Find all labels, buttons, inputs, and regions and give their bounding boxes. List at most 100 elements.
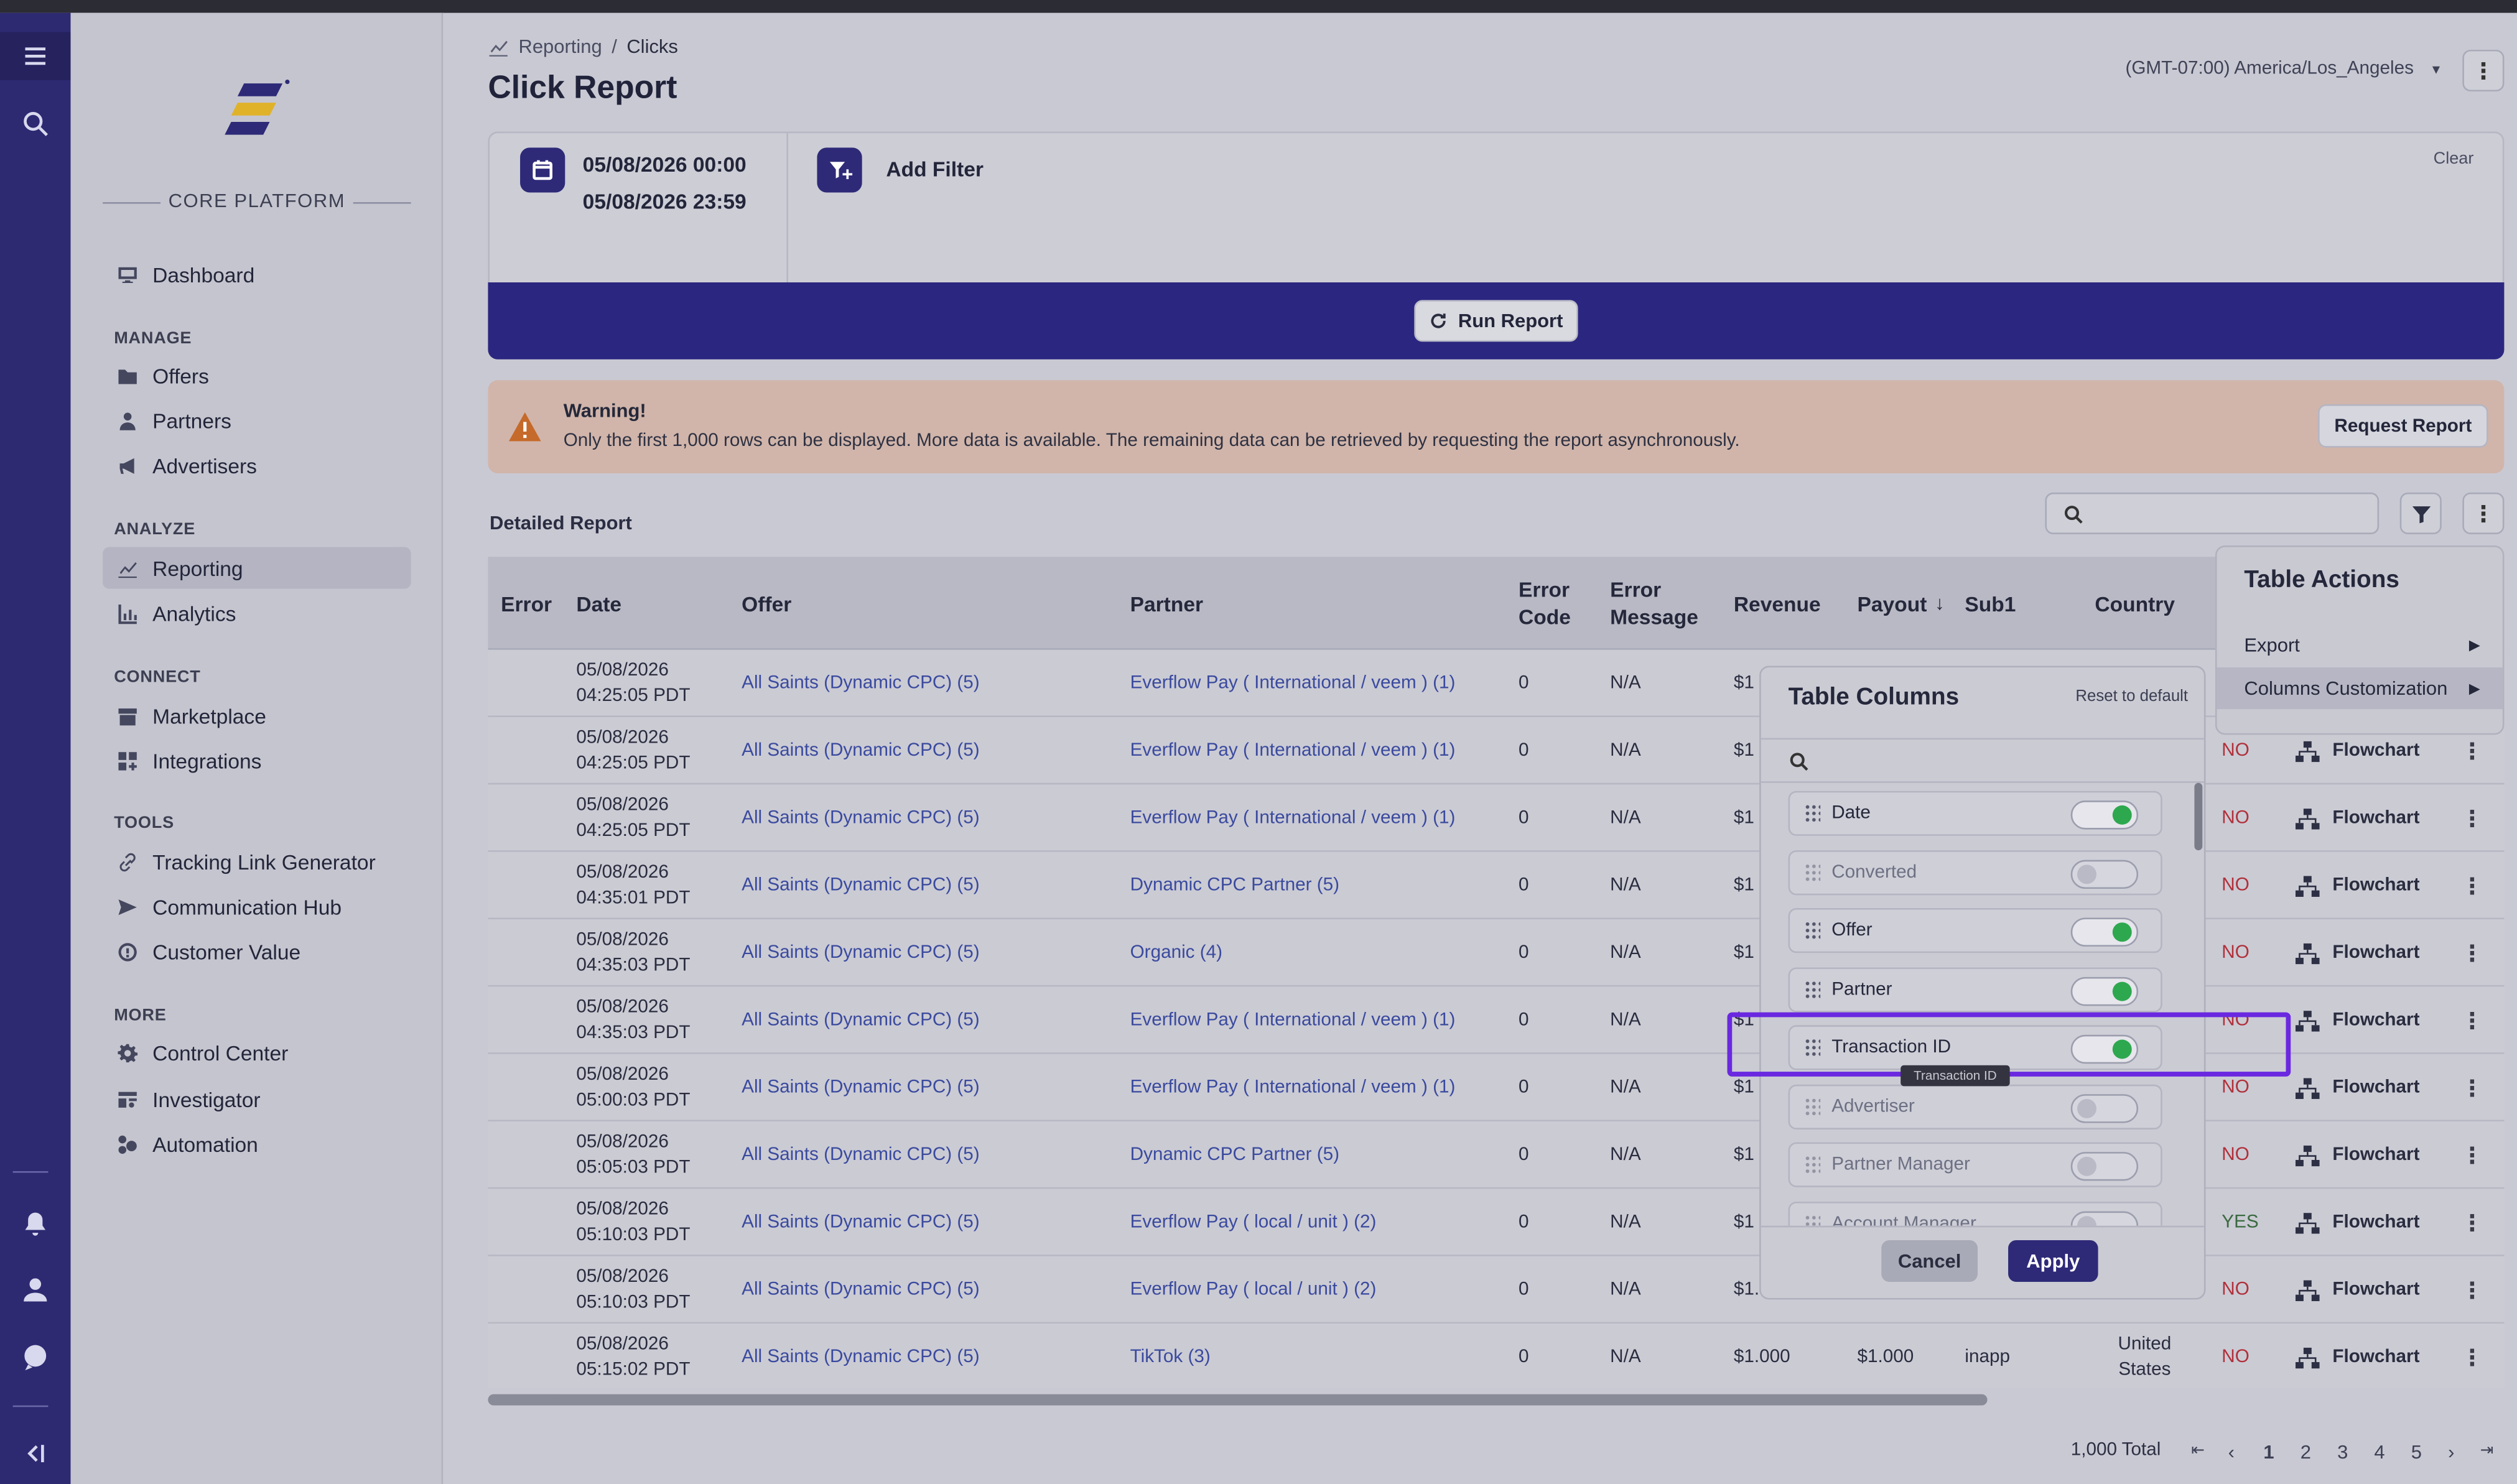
row-more-button[interactable]: ⋮ bbox=[2460, 1209, 2483, 1235]
column-header-offer[interactable]: Offer bbox=[742, 591, 792, 616]
flowchart-link[interactable]: Flowchart bbox=[2295, 784, 2419, 851]
column-visibility-toggle[interactable] bbox=[2070, 1152, 2139, 1181]
table-filter-button[interactable] bbox=[2399, 492, 2442, 534]
column-toggle-item[interactable]: Advertiser bbox=[1788, 1083, 2162, 1129]
column-visibility-toggle[interactable] bbox=[2070, 859, 2139, 888]
cell-offer[interactable]: All Saints (Dynamic CPC) (5) bbox=[742, 875, 980, 895]
sidebar-item-investigator[interactable]: Investigator bbox=[103, 1078, 411, 1120]
cell-offer[interactable]: All Saints (Dynamic CPC) (5) bbox=[742, 1145, 980, 1165]
cell-partner[interactable]: Everflow Pay ( International / veem ) (1… bbox=[1130, 1077, 1456, 1097]
drag-handle-icon[interactable] bbox=[1804, 1155, 1821, 1175]
flowchart-link[interactable]: Flowchart bbox=[2295, 717, 2419, 784]
column-header-payout[interactable]: Payout ↓ bbox=[1858, 557, 1945, 650]
cell-offer[interactable]: All Saints (Dynamic CPC) (5) bbox=[742, 808, 980, 828]
reset-to-default-link[interactable]: Reset to default bbox=[2075, 688, 2189, 706]
help-icon[interactable] bbox=[0, 1333, 71, 1381]
sidebar-item-reporting[interactable]: Reporting bbox=[103, 547, 411, 589]
flowchart-link[interactable]: Flowchart bbox=[2295, 1256, 2419, 1324]
drag-handle-icon[interactable] bbox=[1804, 921, 1821, 940]
cell-partner[interactable]: Everflow Pay ( local / unit ) (2) bbox=[1130, 1212, 1377, 1232]
page-4[interactable]: 4 bbox=[2374, 1440, 2385, 1463]
sidebar-item-dashboard[interactable]: Dashboard bbox=[103, 254, 411, 295]
cell-partner[interactable]: Dynamic CPC Partner (5) bbox=[1130, 1145, 1340, 1165]
sidebar-item-communication-hub[interactable]: Communication Hub bbox=[103, 886, 411, 927]
flowchart-link[interactable]: Flowchart bbox=[2295, 1324, 2419, 1388]
apply-button[interactable]: Apply bbox=[2008, 1240, 2098, 1282]
user-icon[interactable] bbox=[0, 1266, 71, 1314]
cell-offer[interactable]: All Saints (Dynamic CPC) (5) bbox=[742, 943, 980, 963]
flowchart-link[interactable]: Flowchart bbox=[2295, 1054, 2419, 1121]
cell-offer[interactable]: All Saints (Dynamic CPC) (5) bbox=[742, 673, 980, 693]
cell-offer[interactable]: All Saints (Dynamic CPC) (5) bbox=[742, 1212, 980, 1232]
column-header-sub1[interactable]: Sub1 bbox=[1965, 591, 2016, 616]
page-1[interactable]: 1 bbox=[2263, 1440, 2274, 1463]
add-filter-button[interactable]: Add Filter bbox=[886, 157, 984, 182]
sidebar-item-tracking-link-generator[interactable]: Tracking Link Generator bbox=[103, 841, 411, 883]
sidebar-item-offers[interactable]: Offers bbox=[103, 355, 411, 396]
cell-partner[interactable]: Everflow Pay ( local / unit ) (2) bbox=[1130, 1279, 1377, 1299]
drag-handle-icon[interactable] bbox=[1804, 1097, 1821, 1116]
cell-offer[interactable]: All Saints (Dynamic CPC) (5) bbox=[742, 1077, 980, 1097]
column-search-input[interactable] bbox=[1761, 738, 2204, 783]
add-filter-icon[interactable] bbox=[817, 147, 862, 193]
row-more-button[interactable]: ⋮ bbox=[2460, 939, 2483, 966]
timezone-select[interactable]: (GMT-07:00) America/Los_Angeles ▼ bbox=[2125, 59, 2442, 78]
table-search-input[interactable] bbox=[2045, 492, 2380, 534]
cell-partner[interactable]: Dynamic CPC Partner (5) bbox=[1130, 875, 1340, 895]
cell-offer[interactable]: All Saints (Dynamic CPC) (5) bbox=[742, 1347, 980, 1367]
last-page-icon[interactable]: ⇥ bbox=[2480, 1442, 2494, 1460]
cell-partner[interactable]: Organic (4) bbox=[1130, 943, 1223, 963]
table-actions-button[interactable]: ⋮ bbox=[2462, 492, 2505, 534]
drag-handle-icon[interactable] bbox=[1804, 804, 1821, 823]
breadcrumb-reporting[interactable]: Reporting bbox=[518, 35, 602, 58]
menu-item-columns-customization[interactable]: Columns Customization ▶ bbox=[2217, 667, 2503, 710]
column-header-date[interactable]: Date bbox=[576, 591, 622, 616]
column-toggle-item[interactable]: Offer bbox=[1788, 907, 2162, 953]
flowchart-link[interactable]: Flowchart bbox=[2295, 852, 2419, 919]
column-header-error-code[interactable]: Error Code bbox=[1519, 557, 1571, 650]
sidebar-item-customer-value[interactable]: Customer Value bbox=[103, 930, 411, 972]
row-more-button[interactable]: ⋮ bbox=[2460, 1074, 2483, 1100]
row-more-button[interactable]: ⋮ bbox=[2460, 1343, 2483, 1370]
column-visibility-toggle[interactable] bbox=[2070, 800, 2139, 830]
row-more-button[interactable]: ⋮ bbox=[2460, 805, 2483, 831]
column-toggle-item[interactable]: Date bbox=[1788, 791, 2162, 836]
column-visibility-toggle[interactable] bbox=[2070, 1093, 2139, 1123]
flowchart-link[interactable]: Flowchart bbox=[2295, 986, 2419, 1054]
row-more-button[interactable]: ⋮ bbox=[2460, 1141, 2483, 1168]
column-toggle-item[interactable]: Transaction ID bbox=[1788, 1025, 2162, 1070]
prev-page-icon[interactable]: ‹ bbox=[2228, 1440, 2235, 1463]
date-range-picker[interactable]: 05/08/2026 00:00 05/08/2026 23:59 bbox=[490, 133, 788, 287]
drag-handle-icon[interactable] bbox=[1804, 1037, 1821, 1057]
flowchart-link[interactable]: Flowchart bbox=[2295, 1189, 2419, 1256]
cancel-button[interactable]: Cancel bbox=[1881, 1240, 1978, 1282]
column-visibility-toggle[interactable] bbox=[2070, 1034, 2139, 1064]
row-more-button[interactable]: ⋮ bbox=[2460, 1276, 2483, 1302]
horizontal-scrollbar[interactable] bbox=[488, 1394, 1988, 1406]
row-more-button[interactable]: ⋮ bbox=[2460, 737, 2483, 764]
page-3[interactable]: 3 bbox=[2337, 1440, 2348, 1463]
calendar-icon[interactable] bbox=[520, 147, 565, 193]
page-more-button[interactable]: ⋮ bbox=[2462, 49, 2505, 92]
column-toggle-item[interactable]: Converted bbox=[1788, 849, 2162, 895]
cell-offer[interactable]: All Saints (Dynamic CPC) (5) bbox=[742, 741, 980, 761]
sidebar-item-integrations[interactable]: Integrations bbox=[103, 740, 411, 781]
column-toggle-item[interactable]: Partner bbox=[1788, 967, 2162, 1012]
column-visibility-toggle[interactable] bbox=[2070, 917, 2139, 947]
cell-offer[interactable]: All Saints (Dynamic CPC) (5) bbox=[742, 1010, 980, 1030]
run-report-button[interactable]: Run Report bbox=[1414, 300, 1578, 342]
cell-partner[interactable]: Everflow Pay ( International / veem ) (1… bbox=[1130, 673, 1456, 693]
cell-partner[interactable]: TikTok (3) bbox=[1130, 1347, 1211, 1367]
column-header-country[interactable]: Country bbox=[2095, 591, 2175, 616]
menu-icon[interactable] bbox=[0, 32, 71, 80]
flowchart-link[interactable]: Flowchart bbox=[2295, 919, 2419, 986]
drag-handle-icon[interactable] bbox=[1804, 862, 1821, 882]
menu-item-export[interactable]: Export ▶ bbox=[2217, 624, 2503, 665]
search-icon[interactable] bbox=[0, 100, 71, 147]
sidebar-item-marketplace[interactable]: Marketplace bbox=[103, 695, 411, 736]
column-header-error-message[interactable]: Error Message bbox=[1610, 557, 1698, 650]
column-header-partner[interactable]: Partner bbox=[1130, 591, 1204, 616]
request-report-button[interactable]: Request Report bbox=[2318, 404, 2488, 448]
page-2[interactable]: 2 bbox=[2300, 1440, 2311, 1463]
collapse-sidebar-icon[interactable] bbox=[0, 1429, 71, 1477]
